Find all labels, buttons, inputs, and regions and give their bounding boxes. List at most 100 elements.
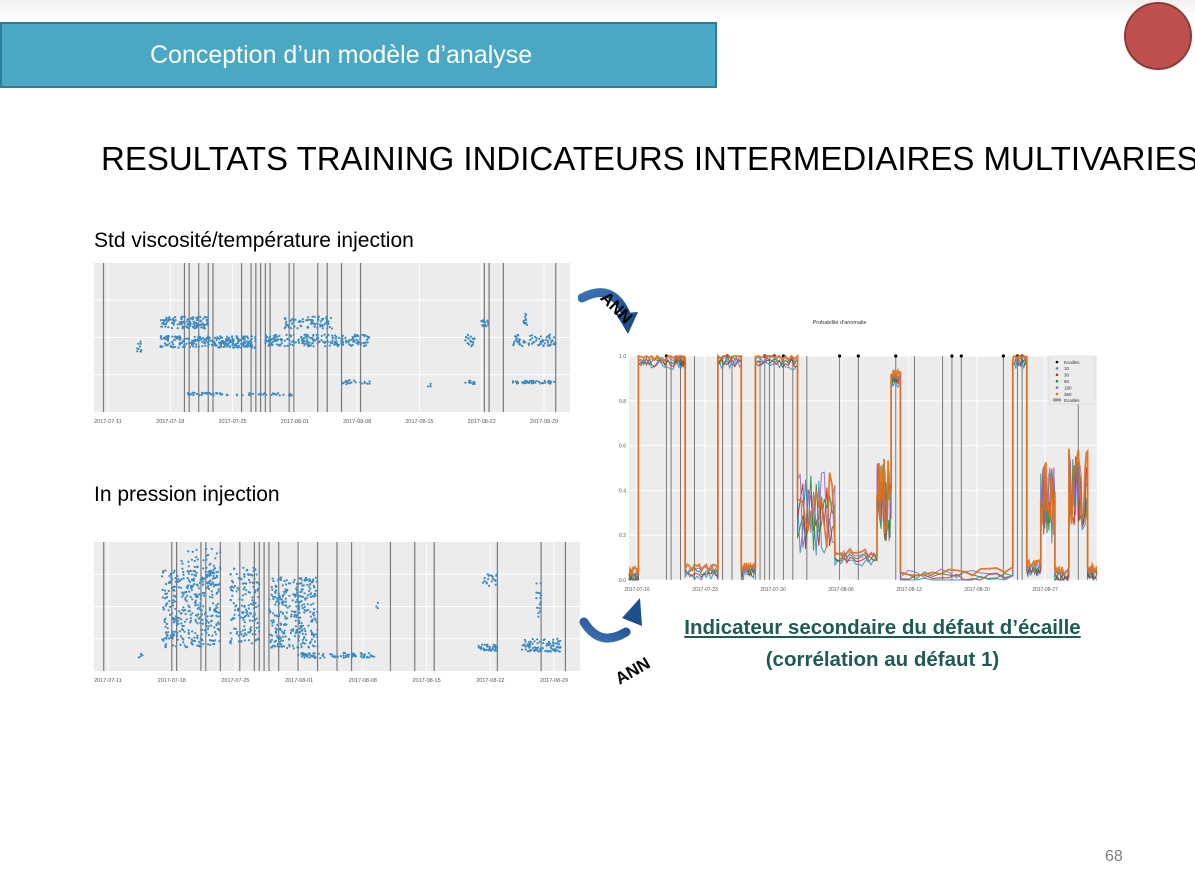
data-point xyxy=(538,337,541,340)
data-point xyxy=(195,583,199,586)
data-point xyxy=(491,647,494,651)
data-point xyxy=(164,625,167,628)
data-point xyxy=(544,338,547,341)
data-point xyxy=(199,621,202,624)
data-point xyxy=(297,320,300,323)
data-point xyxy=(276,623,279,627)
data-point xyxy=(312,602,315,605)
data-point xyxy=(548,337,551,340)
data-point xyxy=(532,341,535,344)
data-point xyxy=(165,343,168,346)
data-point xyxy=(313,325,316,328)
data-point xyxy=(247,614,250,618)
data-point xyxy=(179,643,182,646)
data-point xyxy=(181,595,184,598)
data-point xyxy=(309,344,312,347)
data-point xyxy=(304,335,307,339)
data-point xyxy=(212,394,215,397)
ecaille-marker xyxy=(894,354,898,358)
data-point xyxy=(192,345,195,348)
data-point xyxy=(296,613,299,616)
data-point xyxy=(193,559,196,563)
data-point xyxy=(357,334,360,338)
data-point xyxy=(181,562,184,565)
data-point xyxy=(240,346,243,349)
data-point xyxy=(237,340,240,343)
data-point xyxy=(284,600,287,603)
data-point xyxy=(301,641,304,644)
data-point xyxy=(256,587,260,590)
data-point xyxy=(302,603,306,606)
data-point xyxy=(311,342,314,345)
data-point xyxy=(252,603,255,606)
data-point xyxy=(161,588,164,591)
data-point xyxy=(308,580,311,583)
data-point xyxy=(250,335,253,338)
data-point xyxy=(554,343,557,346)
data-point xyxy=(193,583,196,586)
y-tick-label: 0.2 xyxy=(619,533,626,539)
data-point xyxy=(277,592,280,595)
data-point xyxy=(531,637,534,641)
data-point xyxy=(545,644,548,647)
data-point xyxy=(164,592,167,595)
data-point xyxy=(205,566,208,569)
chart-viscosity: 2017-07-11 2017-07-18 2017-07-25 2017-08-01… xyxy=(92,261,576,426)
data-point xyxy=(363,345,366,348)
data-point xyxy=(542,382,545,385)
data-point xyxy=(268,335,272,338)
data-point xyxy=(194,632,197,635)
data-point xyxy=(292,320,295,324)
data-point xyxy=(281,600,284,604)
data-point xyxy=(137,342,140,345)
data-point xyxy=(305,577,308,580)
data-point xyxy=(271,595,275,598)
data-point xyxy=(352,337,355,340)
data-point xyxy=(226,394,229,397)
data-point xyxy=(344,380,347,383)
data-point xyxy=(317,652,320,655)
data-point xyxy=(271,634,274,637)
data-point xyxy=(276,599,279,602)
data-point xyxy=(210,619,213,622)
data-point xyxy=(187,584,190,587)
data-point xyxy=(280,598,283,601)
data-point xyxy=(306,316,310,319)
data-point xyxy=(328,344,331,347)
data-point xyxy=(174,607,177,610)
data-point xyxy=(203,315,206,318)
data-point xyxy=(218,337,221,340)
data-point xyxy=(175,580,178,583)
data-point xyxy=(346,653,349,656)
data-point xyxy=(301,624,304,627)
data-point xyxy=(176,631,179,634)
data-point xyxy=(195,594,199,597)
data-point xyxy=(303,605,306,608)
data-point xyxy=(204,611,207,614)
data-point xyxy=(207,621,210,624)
data-point xyxy=(171,335,174,338)
data-point xyxy=(309,592,313,595)
data-point xyxy=(279,622,282,625)
data-point xyxy=(303,611,306,614)
data-point xyxy=(241,582,244,585)
data-point xyxy=(552,644,555,647)
data-point xyxy=(180,622,183,625)
data-point xyxy=(201,345,204,348)
data-point xyxy=(192,320,195,323)
data-point xyxy=(429,385,432,388)
data-point xyxy=(301,638,304,641)
data-point xyxy=(281,603,284,606)
data-point xyxy=(493,578,496,581)
data-point xyxy=(192,394,195,397)
data-point xyxy=(269,641,272,644)
data-point xyxy=(336,343,339,346)
data-point xyxy=(321,318,324,321)
data-point xyxy=(220,340,223,343)
data-point xyxy=(241,344,245,347)
data-point xyxy=(483,643,486,646)
data-point xyxy=(191,339,194,342)
data-point xyxy=(316,322,319,325)
data-point xyxy=(181,591,184,594)
data-point xyxy=(278,334,281,337)
